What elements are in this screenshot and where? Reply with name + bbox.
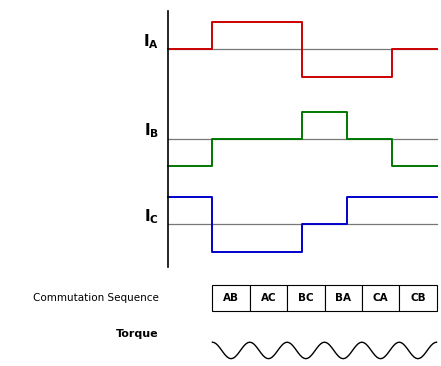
Text: BA: BA [335,293,351,303]
Bar [362,285,399,311]
Text: $\mathbf{I_C}$: $\mathbf{I_C}$ [144,207,159,225]
Text: AB: AB [223,293,239,303]
Bar [325,285,362,311]
Text: AC: AC [261,293,276,303]
Bar [213,285,250,311]
Text: CA: CA [373,293,389,303]
Text: Torque: Torque [116,329,159,339]
Text: BC: BC [298,293,314,303]
Text: $\mathbf{I_A}$: $\mathbf{I_A}$ [143,32,159,51]
Text: Commutation Sequence: Commutation Sequence [33,293,159,303]
Bar [287,285,325,311]
Text: CB: CB [410,293,426,303]
Bar [399,285,437,311]
Text: $\mathbf{I_B}$: $\mathbf{I_B}$ [144,122,159,140]
Bar [250,285,287,311]
